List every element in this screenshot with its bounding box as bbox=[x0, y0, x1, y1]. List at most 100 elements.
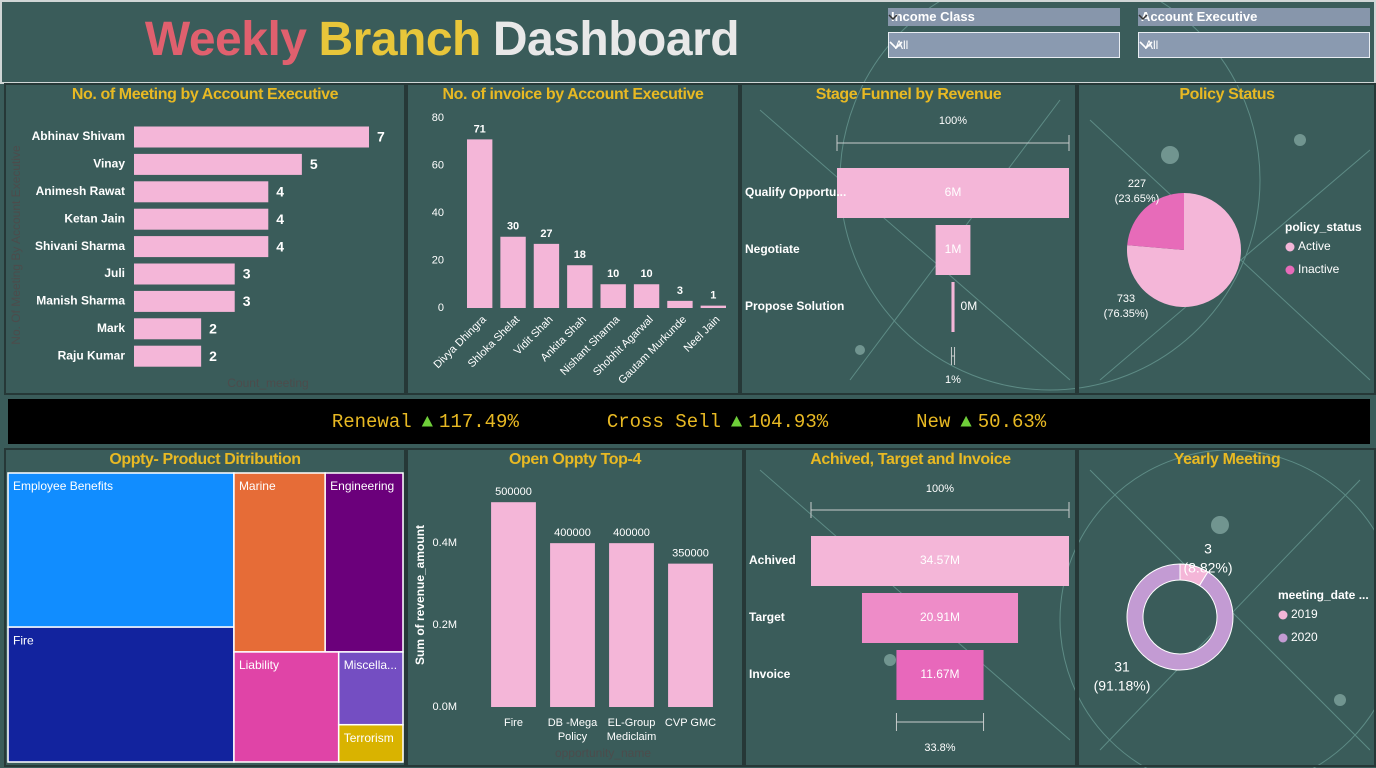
data-label: 7 bbox=[377, 129, 385, 145]
data-label: 4 bbox=[276, 211, 284, 227]
treemap-tile bbox=[233, 472, 326, 653]
category-label: Shivani Sharma bbox=[35, 239, 125, 253]
bottom-label: 33.8% bbox=[924, 742, 955, 754]
data-label: 733 bbox=[1117, 293, 1135, 305]
percent-label: (23.65%) bbox=[1115, 193, 1160, 205]
data-label: 27 bbox=[540, 228, 552, 240]
tile-label: Miscella... bbox=[344, 658, 397, 672]
y-tick-label: 40 bbox=[432, 207, 444, 219]
top-label: 100% bbox=[939, 115, 967, 127]
treemap-tile bbox=[337, 723, 404, 763]
x-tick-box: Fire bbox=[504, 717, 523, 729]
treemap-tile bbox=[324, 472, 404, 653]
data-label: 2 bbox=[209, 348, 217, 364]
x-tick-label: Nishant Sharma bbox=[558, 313, 623, 378]
data-label: 3 bbox=[243, 266, 251, 282]
x-tick-label: EL-Group Mediclaim bbox=[606, 717, 657, 743]
slicer: Income Class All bbox=[888, 8, 1120, 58]
bar bbox=[134, 236, 269, 258]
x-tick-label: Shobhit Agarwal bbox=[591, 314, 656, 379]
bar bbox=[667, 300, 693, 308]
tile-label: Employee Benefits bbox=[13, 479, 113, 493]
bar bbox=[134, 318, 202, 340]
bar bbox=[700, 305, 726, 308]
data-label: 5 bbox=[310, 156, 318, 172]
slicer-dropdown[interactable]: All bbox=[888, 32, 1120, 58]
chevron bbox=[1139, 41, 1153, 49]
data-label: 31 bbox=[1114, 659, 1130, 675]
panel-title: Oppty- Product Ditribution bbox=[109, 451, 300, 468]
data-label: 4 bbox=[276, 184, 284, 200]
funnel-bar bbox=[811, 536, 1069, 586]
ticker-arrow: ▲ bbox=[960, 410, 972, 433]
category-label: Propose Solution bbox=[745, 299, 844, 313]
chevron bbox=[1138, 14, 1148, 20]
data-label: 4 bbox=[276, 238, 284, 254]
bar bbox=[633, 284, 660, 308]
data-label: 500000 bbox=[495, 486, 532, 498]
ticker-arrow: ▲ bbox=[421, 410, 434, 433]
x-tick-box: EL-Group Mediclaim bbox=[606, 717, 657, 743]
panel-title: Policy Status bbox=[1179, 86, 1275, 103]
y-tick-label: 80 bbox=[432, 112, 444, 124]
data-label: 1 bbox=[710, 290, 716, 302]
category-label: Raju Kumar bbox=[58, 348, 126, 362]
legend-label: 2020 bbox=[1291, 630, 1318, 644]
bar bbox=[668, 563, 713, 707]
x-tick-label: Fire bbox=[504, 717, 523, 729]
slice bbox=[1127, 193, 1184, 250]
x-tick-label: CVP GMC bbox=[664, 717, 717, 729]
panel-title: Achived, Target and Invoice bbox=[810, 451, 1011, 468]
slicer-dropdown[interactable]: All bbox=[1138, 32, 1370, 58]
data-label: 3 bbox=[243, 293, 251, 309]
data-label: 11.67M bbox=[920, 667, 959, 681]
category-label: Ketan Jain bbox=[64, 211, 125, 225]
ticker-change: 117.49% bbox=[439, 410, 519, 433]
bar bbox=[134, 181, 269, 203]
slicer-header: Account Executive bbox=[1138, 8, 1370, 26]
bar bbox=[491, 502, 536, 707]
funnel-bar bbox=[951, 282, 955, 332]
category-label: Invoice bbox=[749, 667, 791, 681]
background-network bbox=[759, 0, 1376, 768]
funnel-bar bbox=[935, 225, 971, 275]
treemap-tile bbox=[7, 626, 235, 763]
x-axis-label: Count_meeting bbox=[227, 376, 308, 390]
ticker-label: Renewal bbox=[331, 410, 412, 433]
bottom-label: 1% bbox=[945, 374, 961, 386]
slicer: Account Executive All bbox=[1138, 8, 1370, 58]
data-label: 6M bbox=[945, 185, 962, 199]
bar bbox=[467, 139, 493, 308]
title-word: Branch bbox=[318, 13, 481, 66]
legend-title: policy_status bbox=[1285, 220, 1362, 234]
chevron bbox=[888, 14, 898, 20]
legend-marker bbox=[1285, 242, 1295, 252]
bar bbox=[567, 265, 593, 308]
slicer-value: All bbox=[895, 38, 909, 52]
data-label: 1M bbox=[945, 242, 962, 256]
legend-label: Inactive bbox=[1298, 262, 1340, 276]
title-word: Dashboard bbox=[492, 13, 740, 66]
y-tick-label: 0.0M bbox=[433, 701, 457, 713]
title-word: Weekly bbox=[144, 13, 307, 66]
panel-title: Stage Funnel by Revenue bbox=[816, 86, 1002, 103]
data-label: 10 bbox=[607, 268, 619, 280]
category-label: Vinay bbox=[93, 157, 125, 171]
tile-label: Liability bbox=[239, 658, 279, 672]
x-axis-label: opportunity_name bbox=[555, 746, 651, 760]
ticker-item: Cross Sell ▲ 104.93% bbox=[607, 411, 828, 433]
x-tick-label: Neel Jain bbox=[682, 314, 723, 355]
legend-marker bbox=[1285, 265, 1295, 275]
panel-title: Yearly Meeting bbox=[1174, 451, 1280, 468]
percent-label: (76.35%) bbox=[1104, 308, 1149, 320]
data-label: 30 bbox=[507, 221, 519, 233]
tile-label: Engineering bbox=[330, 479, 394, 493]
y-tick-label: 0 bbox=[438, 302, 444, 314]
category-label: Mark bbox=[97, 321, 125, 335]
y-axis-label: Sum of revenue_amount bbox=[413, 525, 427, 665]
y-axis-label: No. Of Meeting By Account Executive bbox=[9, 145, 23, 345]
ticker-change: 104.93% bbox=[748, 410, 829, 433]
y-tick-label: 20 bbox=[432, 254, 444, 266]
data-label: 0M bbox=[961, 299, 978, 313]
